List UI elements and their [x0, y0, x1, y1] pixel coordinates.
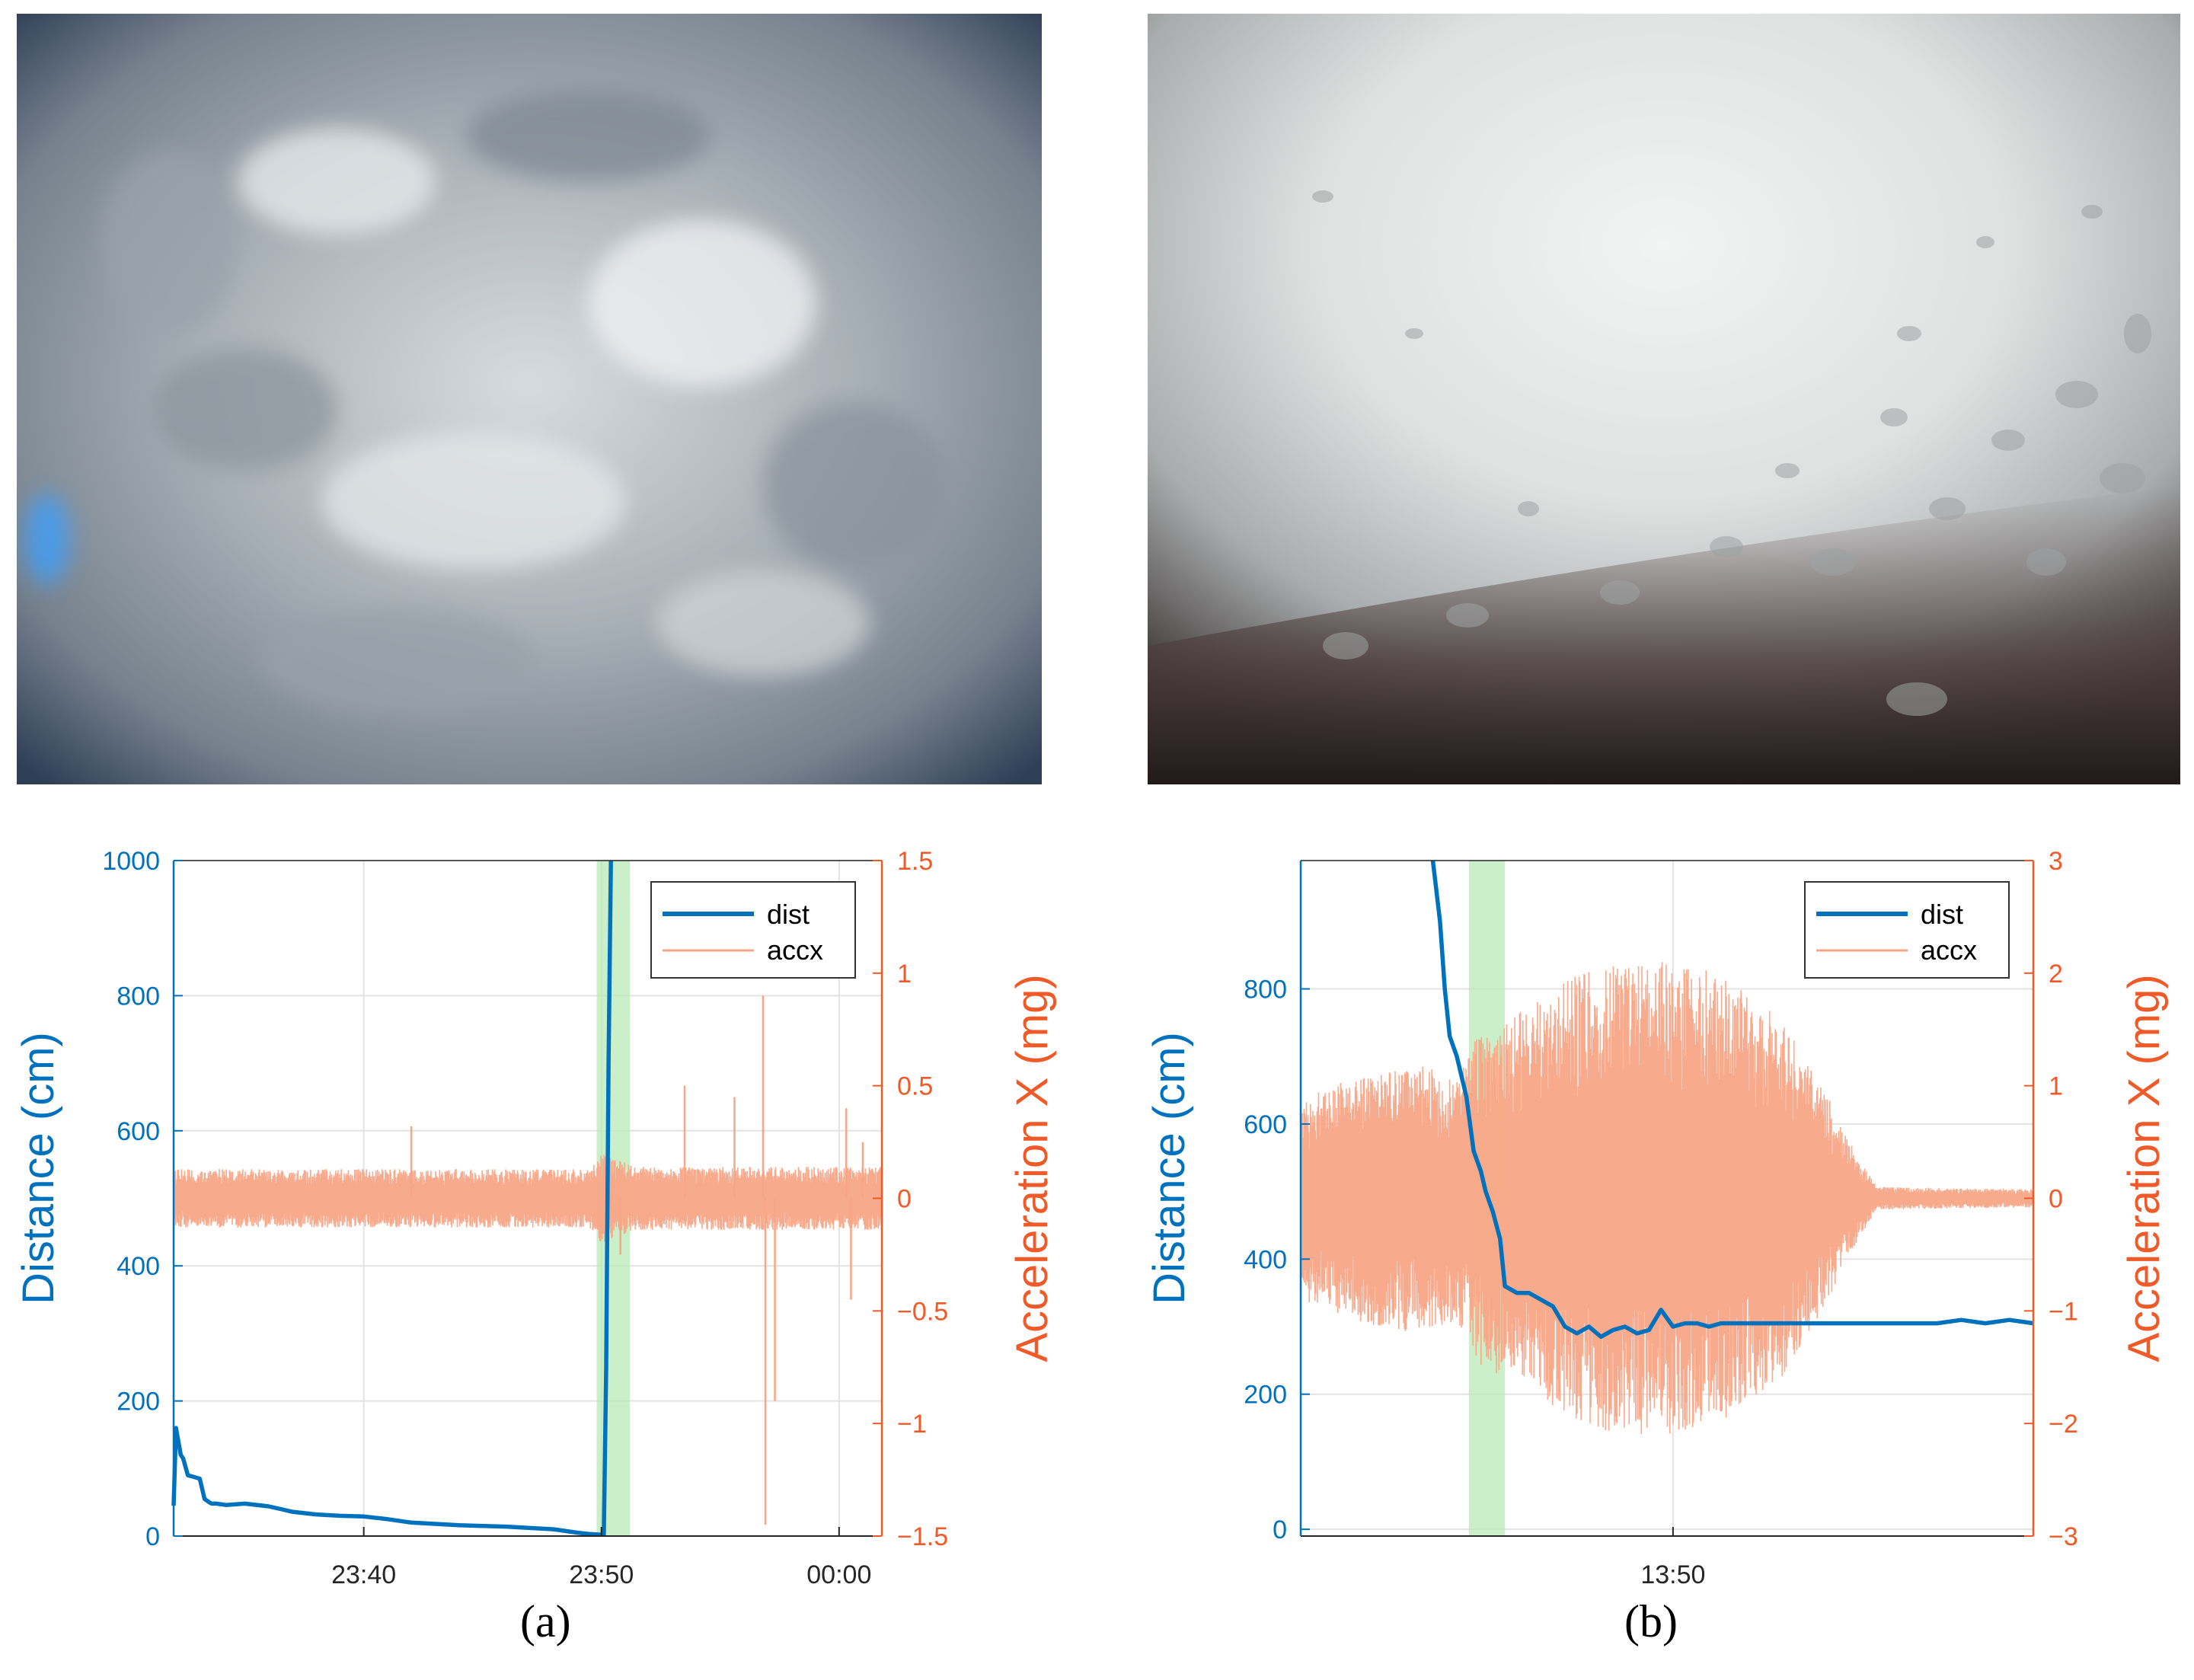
y-left-tick-label: 200: [117, 1388, 160, 1417]
photo-a: [17, 14, 1042, 784]
chart-a: 23:40 23:50 00:00 0 200 400 600 800 1000 −1.5 −1 −0…: [14, 847, 1057, 1589]
y-left-tick-label: 400: [1244, 1245, 1287, 1274]
caption-b: (b): [1624, 1596, 1678, 1646]
legend-accx-label: accx: [767, 934, 823, 966]
y-right-tick-label: 0: [2049, 1185, 2063, 1214]
caption-a: (a): [520, 1596, 571, 1646]
series-dist-line: [171, 860, 613, 1537]
y-left-tick-label: 600: [117, 1117, 160, 1146]
y-right-tick-label: 2: [2049, 960, 2063, 989]
y-left-tick-label: 800: [1244, 976, 1287, 1004]
legend-accx-label: accx: [1921, 934, 1977, 966]
y-left-tick-label: 400: [117, 1252, 160, 1281]
series-dist-line: [1430, 860, 2034, 1340]
y-right-tick-label: −2: [2049, 1410, 2078, 1439]
photo-b: [1148, 14, 2180, 784]
chart-b-ylabel-left: Distance (cm): [1145, 1032, 1194, 1305]
series-accx-line: [1300, 962, 2034, 1435]
chart-b-ylabel-right: Acceleration X (mg): [2119, 974, 2169, 1362]
y-left-tick-label: 1000: [102, 847, 160, 876]
y-right-tick-label: −3: [2049, 1522, 2078, 1551]
y-right-tick-label: −1.5: [897, 1522, 948, 1551]
y-right-tick-label: 0: [897, 1185, 912, 1214]
x-tick-label: 13:50: [1640, 1560, 1705, 1589]
chart-a-ylabel-left: Distance (cm): [14, 1032, 63, 1305]
y-left-tick-label: 800: [117, 982, 160, 1011]
y-right-tick-label: 1: [897, 960, 912, 989]
y-left-tick-label: 200: [1244, 1381, 1287, 1410]
y-right-tick-label: −1: [897, 1410, 927, 1439]
y-right-tick-label: −0.5: [897, 1297, 948, 1326]
x-tick-label: 23:40: [331, 1560, 396, 1589]
y-right-tick-label: 3: [2049, 847, 2063, 876]
y-right-tick-label: 1: [2049, 1072, 2063, 1101]
chart-b-legend: dist accx: [1804, 881, 2010, 979]
chart-a-legend: dist accx: [650, 881, 856, 979]
y-left-tick-label: 0: [145, 1522, 160, 1551]
x-tick-label: 23:50: [569, 1560, 634, 1589]
legend-dist-label: dist: [767, 899, 810, 930]
y-right-tick-label: 1.5: [897, 847, 933, 876]
x-tick-label: 00:00: [806, 1560, 871, 1589]
y-right-tick-label: 0.5: [897, 1072, 933, 1101]
y-left-tick-label: 0: [1273, 1516, 1287, 1544]
y-right-tick-label: −1: [2049, 1297, 2078, 1326]
chart-a-ylabel-right: Acceleration X (mg): [1008, 974, 1057, 1362]
chart-b: 13:50 0 200 400 600 800 −3 −2 −1 0 1 2 3 Distance (c…: [1145, 847, 2169, 1589]
y-left-tick-label: 600: [1244, 1110, 1287, 1139]
legend-dist-label: dist: [1921, 899, 1963, 930]
